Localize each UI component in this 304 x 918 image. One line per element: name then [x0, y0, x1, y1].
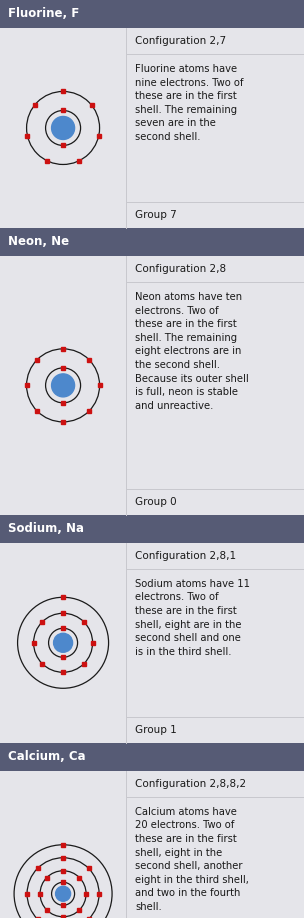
Bar: [97, 134, 101, 138]
Bar: [45, 908, 49, 912]
Bar: [61, 903, 65, 907]
Bar: [61, 89, 65, 94]
Bar: [0, 28, 304, 228]
Bar: [98, 384, 102, 387]
Bar: [84, 891, 88, 896]
Bar: [38, 891, 42, 896]
Bar: [61, 914, 65, 918]
Bar: [77, 908, 81, 912]
Bar: [35, 409, 39, 413]
Bar: [90, 103, 94, 107]
Bar: [61, 611, 65, 615]
Bar: [61, 670, 65, 675]
Bar: [91, 641, 95, 644]
Bar: [61, 401, 65, 405]
Circle shape: [52, 374, 74, 397]
Bar: [61, 655, 65, 659]
Bar: [87, 409, 91, 413]
Bar: [0, 771, 304, 918]
Bar: [61, 595, 65, 599]
Text: Configuration 2,7: Configuration 2,7: [135, 36, 226, 46]
Bar: [0, 543, 304, 743]
Bar: [61, 366, 65, 370]
Bar: [97, 891, 101, 896]
Bar: [45, 159, 49, 162]
Bar: [36, 867, 40, 870]
Bar: [61, 868, 65, 873]
Bar: [32, 641, 36, 644]
Bar: [40, 620, 44, 624]
Text: Group 0: Group 0: [135, 497, 177, 507]
Bar: [40, 662, 44, 666]
Bar: [87, 867, 91, 870]
Text: Sodium, Na: Sodium, Na: [8, 522, 84, 535]
Bar: [0, 228, 304, 256]
Bar: [26, 134, 29, 138]
Circle shape: [52, 117, 74, 140]
Text: Neon atoms have ten
electrons. Two of
these are in the first
shell. The remainin: Neon atoms have ten electrons. Two of th…: [135, 292, 249, 410]
Text: Fluorine, F: Fluorine, F: [8, 7, 79, 20]
Text: Configuration 2,8,1: Configuration 2,8,1: [135, 551, 236, 561]
Text: Configuration 2,8: Configuration 2,8: [135, 264, 226, 274]
Text: Calcium atoms have
20 electrons. Two of
these are in the first
shell, eight in t: Calcium atoms have 20 electrons. Two of …: [135, 807, 249, 912]
Bar: [45, 876, 49, 879]
Bar: [61, 880, 65, 884]
Text: Group 1: Group 1: [135, 725, 177, 734]
Bar: [25, 384, 29, 387]
Text: Group 7: Group 7: [135, 210, 177, 220]
Text: Sodium atoms have 11
electrons. Two of
these are in the first
shell, eight are i: Sodium atoms have 11 electrons. Two of t…: [135, 578, 250, 656]
Bar: [61, 143, 65, 148]
Text: Configuration 2,8,8,2: Configuration 2,8,8,2: [135, 778, 246, 789]
Circle shape: [54, 633, 73, 653]
Bar: [82, 662, 86, 666]
Bar: [61, 843, 65, 846]
Text: Neon, Ne: Neon, Ne: [8, 236, 69, 249]
Bar: [77, 159, 81, 162]
Bar: [87, 358, 91, 362]
Bar: [33, 103, 36, 107]
Bar: [61, 856, 65, 860]
Circle shape: [56, 886, 71, 901]
Bar: [77, 876, 81, 879]
Bar: [0, 0, 304, 28]
Text: Fluorine atoms have
nine electrons. Two of
these are in the first
shell. The rem: Fluorine atoms have nine electrons. Two …: [135, 64, 244, 142]
Bar: [82, 620, 86, 624]
Bar: [35, 358, 39, 362]
Bar: [0, 515, 304, 543]
Bar: [0, 743, 304, 771]
Bar: [25, 891, 29, 896]
Bar: [61, 626, 65, 631]
Bar: [61, 420, 65, 424]
Text: Calcium, Ca: Calcium, Ca: [8, 750, 86, 763]
Bar: [0, 256, 304, 515]
Bar: [61, 108, 65, 113]
Bar: [61, 347, 65, 351]
